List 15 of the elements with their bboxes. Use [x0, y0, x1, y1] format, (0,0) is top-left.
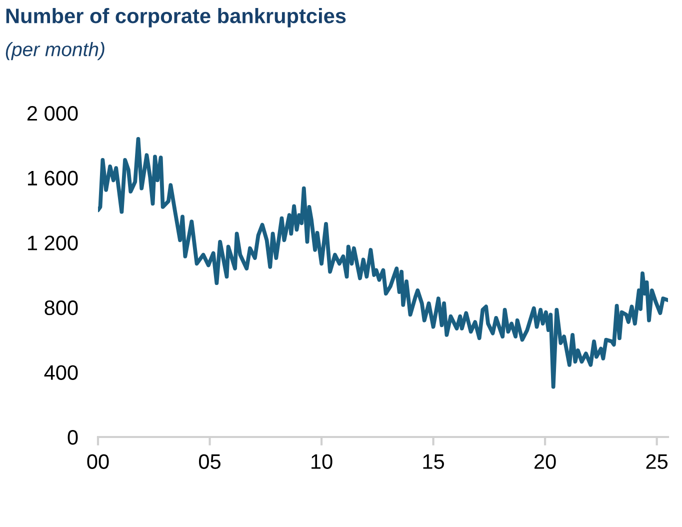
y-tick-label: 1 200: [28, 236, 78, 250]
y-tick-label: 1 600: [28, 170, 78, 186]
x-tick-label: 15: [423, 454, 444, 469]
x-tick-label: 10: [312, 454, 332, 469]
y-tick-label: 0: [68, 430, 78, 445]
x-tick-label: 05: [198, 454, 220, 469]
chart-title: Number of corporate bankruptcies: [6, 8, 346, 28]
x-tick-label: 00: [87, 454, 109, 469]
y-tick-label: 2 000: [27, 106, 78, 121]
line-series: [98, 136, 668, 389]
chart-subtitle: (per month): [6, 42, 104, 60]
y-tick-label: 800: [44, 300, 78, 316]
x-tick-label: 25: [646, 454, 668, 469]
y-tick-label: 400: [44, 365, 78, 380]
x-tick-label: 20: [534, 454, 556, 469]
